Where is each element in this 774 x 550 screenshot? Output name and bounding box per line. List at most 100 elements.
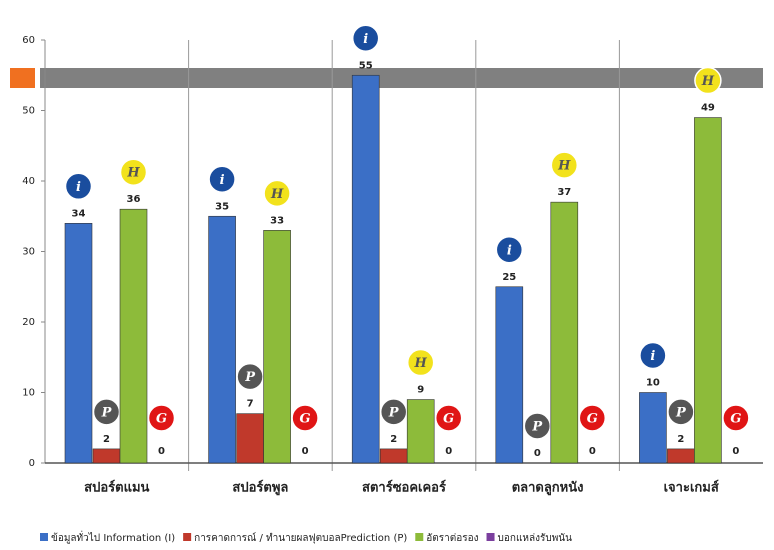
category-icon: G <box>722 404 750 432</box>
category-icon: G <box>291 404 319 432</box>
category-icon: i <box>639 341 667 370</box>
icon-circle <box>434 404 463 432</box>
y-tick-label: 10 <box>22 388 35 399</box>
icon-circle <box>64 172 93 201</box>
icon-circle <box>236 362 264 391</box>
value-label: 0 <box>732 446 739 457</box>
category-icon: G <box>147 404 176 432</box>
icon-circle <box>92 398 121 426</box>
value-label: 10 <box>646 378 660 389</box>
icon-letter: G <box>587 412 598 427</box>
value-label: 7 <box>247 399 254 410</box>
icon-letter: P <box>244 370 256 385</box>
icon-letter: H <box>270 187 284 202</box>
category-icon: H <box>406 348 435 377</box>
bar <box>495 286 524 464</box>
value-label: 0 <box>445 446 452 457</box>
bar <box>379 448 408 464</box>
icon-letter: P <box>675 405 687 420</box>
bar <box>64 223 93 464</box>
legend-swatch <box>415 533 424 541</box>
icon-circle <box>667 398 695 426</box>
y-tick-label: 60 <box>22 35 35 46</box>
value-label: 49 <box>701 103 715 114</box>
icon-circle <box>147 404 176 432</box>
category-icon: P <box>92 398 121 426</box>
icon-circle <box>351 24 380 52</box>
y-tick-label: 20 <box>22 317 35 328</box>
bar <box>351 74 380 464</box>
y-tick-label: 0 <box>29 458 35 469</box>
value-label: 55 <box>359 60 373 71</box>
value-label: 0 <box>302 446 309 457</box>
category-icon: P <box>236 362 264 391</box>
legend-label: การคาดการณ์ / ทำนายผลฟุตบอลPrediction (P… <box>194 532 407 544</box>
category-icon: P <box>379 398 408 426</box>
icon-letter: i <box>76 180 81 195</box>
category-icon: P <box>667 398 695 426</box>
icon-letter: P <box>531 420 543 435</box>
icon-circle <box>639 341 667 370</box>
icon-letter: G <box>156 412 167 427</box>
icon-letter: H <box>414 356 428 371</box>
icon-letter: H <box>701 74 715 89</box>
bar <box>667 448 695 464</box>
bar <box>119 208 148 464</box>
bar <box>92 448 121 464</box>
legend-label: ข้อมูลทั่วไป Information (I) <box>51 530 175 544</box>
value-label: 36 <box>127 194 141 205</box>
legend-swatch <box>40 533 48 541</box>
legend-swatch <box>486 533 495 541</box>
icon-circle <box>578 404 607 432</box>
icon-circle <box>495 236 524 264</box>
icon-letter: i <box>507 243 512 258</box>
y-tick-label: 50 <box>22 106 35 117</box>
value-label: 37 <box>557 187 571 198</box>
category-icon: i <box>208 165 236 193</box>
value-label: 0 <box>589 446 596 457</box>
value-label: 0 <box>534 448 541 459</box>
highlight-band <box>40 68 763 88</box>
bar <box>406 399 435 464</box>
value-label: 25 <box>502 272 516 283</box>
icon-letter: G <box>730 412 741 427</box>
bar <box>263 230 291 464</box>
band-marker <box>10 68 35 88</box>
value-label: 9 <box>417 385 424 396</box>
icon-letter: i <box>650 349 655 364</box>
bar <box>639 392 667 464</box>
icon-circle <box>694 66 722 95</box>
value-label: 33 <box>270 215 284 226</box>
icon-circle <box>208 165 236 193</box>
category-icon: i <box>495 236 524 264</box>
icon-circle <box>263 179 291 208</box>
category-icon: i <box>351 24 380 52</box>
icon-letter: G <box>443 412 454 427</box>
category-icon: G <box>434 404 463 432</box>
value-label: 35 <box>215 201 229 212</box>
legend-label: อัตราต่อรอง <box>426 533 478 544</box>
icon-letter: H <box>126 166 140 181</box>
bar <box>208 215 236 464</box>
icon-circle <box>523 412 552 440</box>
x-tick-label: สปอร์ตแมน <box>84 480 149 496</box>
icon-letter: P <box>388 405 400 420</box>
category-icon: P <box>523 412 552 440</box>
icon-circle <box>291 404 319 432</box>
icon-letter: G <box>300 412 311 427</box>
category-icon: H <box>550 151 579 179</box>
icon-circle <box>722 404 750 432</box>
value-label: 2 <box>103 434 110 445</box>
category-icon: H <box>263 179 291 208</box>
icon-letter: P <box>101 405 113 420</box>
icon-circle <box>379 398 408 426</box>
value-label: 2 <box>677 434 684 445</box>
category-icon: G <box>578 404 607 432</box>
x-tick-label: เจาะเกมส์ <box>664 480 719 496</box>
icon-circle <box>119 158 148 186</box>
x-tick-label: สปอร์ตพูล <box>232 480 288 496</box>
legend-swatch <box>183 533 192 541</box>
category-icon: i <box>64 172 93 201</box>
icon-letter: i <box>220 173 225 188</box>
